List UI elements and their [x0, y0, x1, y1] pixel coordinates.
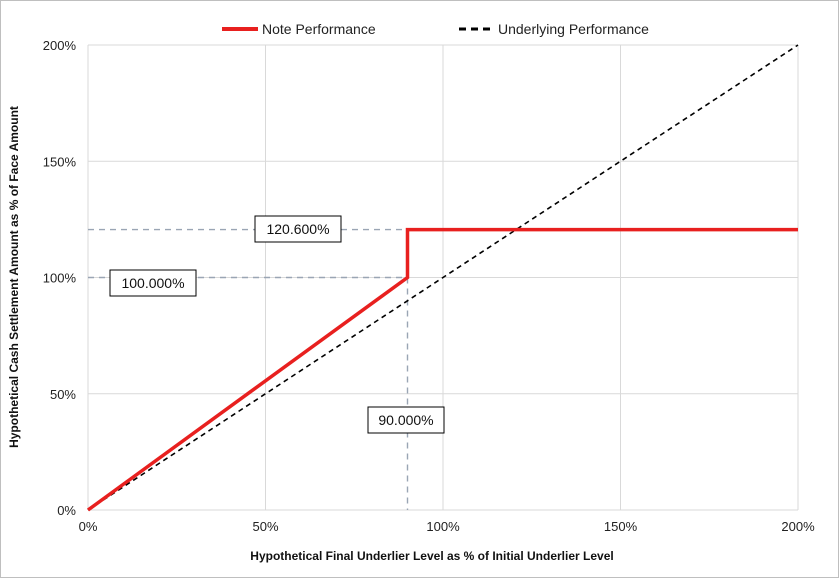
legend: Note Performance Underlying Performance: [222, 21, 649, 37]
callout: 100.000%: [109, 269, 197, 297]
callout-label: 90.000%: [378, 412, 433, 428]
callout-box: [109, 269, 197, 297]
callout-box: [254, 215, 342, 243]
x-axis-title: Hypothetical Final Underlier Level as % …: [250, 549, 613, 563]
x-tick-label: 50%: [252, 519, 278, 534]
callout-box: [367, 406, 445, 434]
callout-label: 120.600%: [266, 221, 329, 237]
note-performance-line: [86, 227, 798, 512]
x-tick-label: 100%: [426, 519, 460, 534]
y-tick-label: 50%: [50, 387, 76, 402]
y-tick-label: 100%: [43, 271, 77, 286]
callouts: 120.600% 100.000% 90.000%: [109, 215, 445, 434]
legend-label: Underlying Performance: [498, 21, 649, 37]
callout: 120.600%: [254, 215, 342, 243]
y-tick-label: 0%: [57, 503, 76, 518]
underlying-performance-line: [87, 44, 799, 511]
y-axis-title: Hypothetical Cash Settlement Amount as %…: [7, 106, 21, 448]
y-tick-label: 150%: [43, 154, 77, 169]
legend-label: Note Performance: [262, 21, 376, 37]
tick-labels: 0% 50% 100% 150% 200% 0% 50% 100% 150% 200%: [43, 38, 815, 534]
legend-item-underlying-performance: Underlying Performance: [459, 21, 649, 37]
x-tick-label: 0%: [79, 519, 98, 534]
legend-item-note-performance: Note Performance: [222, 21, 376, 37]
series-layer: [86, 44, 799, 512]
guide-lines: [88, 228, 409, 510]
callout-label: 100.000%: [121, 275, 184, 291]
x-tick-label: 200%: [781, 519, 815, 534]
y-tick-label: 200%: [43, 38, 77, 53]
x-tick-label: 150%: [604, 519, 638, 534]
callout: 90.000%: [367, 406, 445, 434]
grid: [87, 44, 799, 511]
